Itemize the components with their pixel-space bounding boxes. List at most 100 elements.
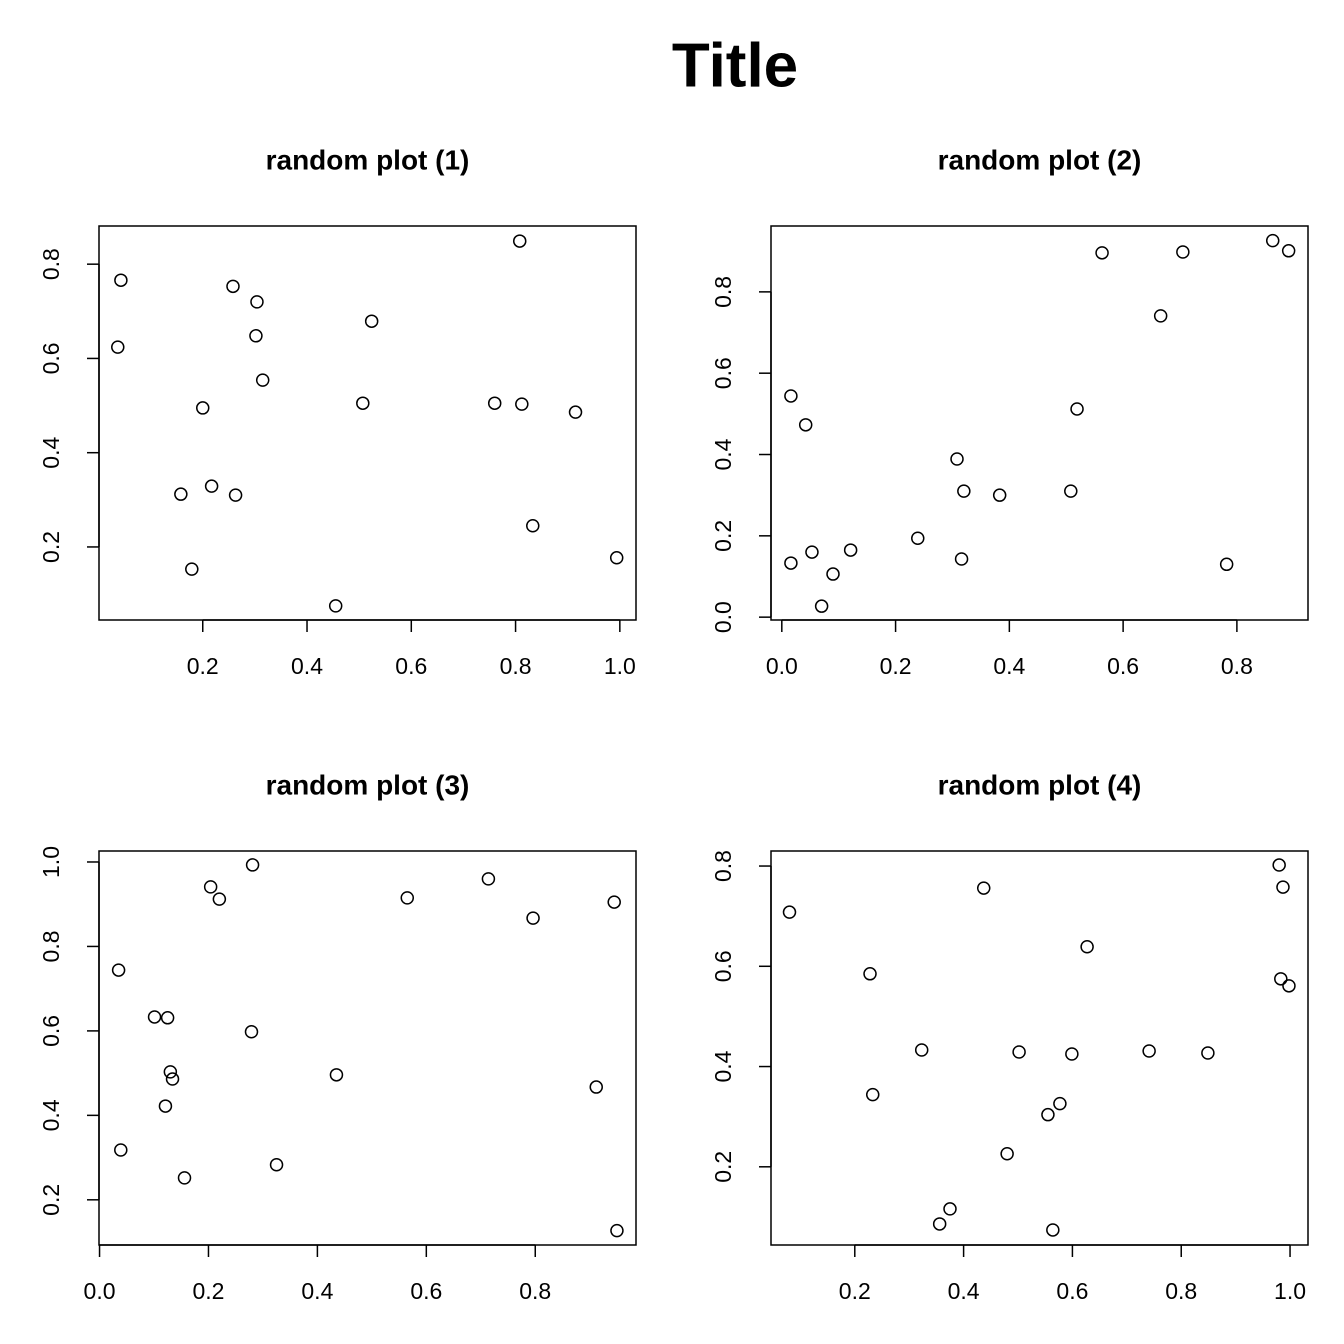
point: [976, 881, 991, 895]
point: [487, 396, 502, 410]
y-tick-label: 0.2: [710, 1151, 736, 1183]
point: [992, 488, 1007, 502]
x-tick-label: 1.0: [1274, 1278, 1306, 1304]
plot-box: [770, 850, 1309, 1246]
point: [1080, 939, 1094, 954]
point: [203, 880, 218, 894]
point: [526, 911, 540, 925]
point: [228, 488, 243, 502]
point: [245, 858, 260, 872]
point: [943, 1202, 957, 1216]
point: [174, 487, 188, 501]
x-tick-label: 0.4: [948, 1278, 980, 1304]
point: [163, 1065, 178, 1079]
y-tick-label: 0.8: [38, 248, 64, 280]
y-tick-label: 0.4: [710, 438, 736, 470]
point: [1274, 972, 1288, 986]
point: [481, 872, 496, 886]
point: [165, 1072, 180, 1086]
point: [843, 543, 858, 557]
y-tick-label: 0.8: [710, 276, 736, 308]
point: [226, 279, 240, 294]
point: [111, 340, 125, 354]
point: [1064, 484, 1078, 498]
x-tick-label: 0.4: [993, 653, 1025, 679]
x-tick-label: 0.4: [291, 653, 323, 679]
point: [196, 401, 210, 415]
y-tick-label: 0.4: [38, 437, 64, 469]
x-tick-label: 0.2: [187, 653, 219, 679]
point: [356, 396, 370, 410]
point: [526, 518, 540, 533]
point: [782, 905, 797, 919]
x-tick-label: 0.2: [880, 653, 912, 679]
x-tick-label: 0.2: [839, 1278, 871, 1304]
point: [160, 1011, 175, 1025]
point: [1000, 1147, 1014, 1161]
point: [204, 479, 219, 493]
point: [1282, 979, 1296, 993]
point: [147, 1010, 162, 1024]
point: [515, 397, 529, 411]
plot-box: [98, 225, 637, 621]
point: [1041, 1107, 1055, 1122]
point: [954, 552, 969, 566]
point: [805, 545, 819, 559]
point: [114, 273, 128, 287]
panel-title: random plot (4): [938, 769, 1142, 800]
point: [784, 389, 798, 403]
point: [1053, 1096, 1067, 1111]
point: [212, 892, 227, 906]
point: [185, 562, 199, 576]
x-tick-label: 0.0: [766, 653, 798, 679]
y-tick-label: 0.6: [38, 342, 64, 374]
x-tick-label: 0.6: [410, 1278, 442, 1304]
y-tick-label: 1.0: [38, 846, 64, 878]
point: [826, 567, 840, 581]
point: [250, 295, 264, 309]
point: [269, 1158, 284, 1172]
point: [1219, 557, 1234, 572]
x-tick-label: 0.8: [519, 1278, 551, 1304]
point: [950, 452, 964, 466]
y-tick-label: 0.4: [710, 1050, 736, 1082]
point: [911, 531, 925, 546]
point: [255, 373, 270, 387]
point: [863, 967, 877, 981]
point: [814, 599, 829, 613]
point: [610, 1223, 624, 1238]
point: [328, 599, 343, 613]
point: [329, 1068, 344, 1082]
point: [568, 405, 583, 419]
point: [249, 329, 263, 343]
point: [914, 1043, 929, 1057]
plot-box: [98, 850, 637, 1246]
point: [1046, 1223, 1060, 1237]
point: [512, 234, 527, 248]
y-tick-label: 0.2: [38, 531, 64, 563]
panel-title: random plot (2): [938, 144, 1142, 175]
point: [1265, 233, 1280, 248]
point: [1272, 858, 1286, 872]
y-tick-label: 0.8: [38, 930, 64, 962]
x-tick-label: 0.2: [192, 1278, 224, 1304]
y-tick-label: 0.6: [38, 1015, 64, 1047]
point: [1176, 245, 1190, 259]
x-tick-label: 0.8: [1221, 653, 1253, 679]
y-tick-label: 0.2: [38, 1184, 64, 1216]
point: [1153, 309, 1168, 323]
x-tick-label: 0.6: [1107, 653, 1139, 679]
point: [1201, 1046, 1215, 1060]
panel-title: random plot (3): [266, 769, 470, 800]
point: [1276, 880, 1290, 894]
x-tick-label: 1.0: [604, 653, 636, 679]
y-tick-label: 0.6: [710, 950, 736, 982]
x-tick-label: 0.0: [84, 1278, 116, 1304]
point: [932, 1217, 947, 1231]
point: [177, 1171, 192, 1185]
point: [589, 1080, 603, 1094]
point: [1095, 246, 1109, 260]
point: [111, 963, 126, 977]
point: [1065, 1047, 1079, 1061]
